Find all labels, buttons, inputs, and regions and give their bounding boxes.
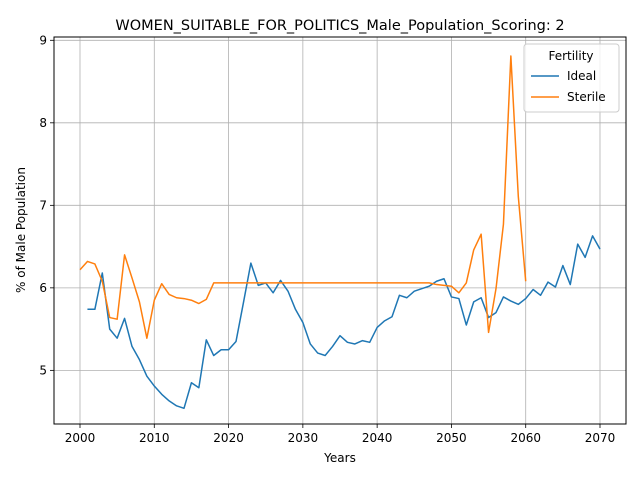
series-lines [79,55,601,410]
legend: Fertility Ideal Sterile [523,43,620,113]
x-tick-label: 2010 [139,431,170,445]
y-tick-label: 6 [39,281,47,295]
y-tick-label: 5 [39,363,47,377]
chart-title: WOMEN_SUITABLE_FOR_POLITICS_Male_Populat… [115,18,564,34]
x-tick-label: 2030 [288,431,319,445]
legend-label-sterile: Sterile [567,90,606,104]
series-line-ideal [87,235,601,410]
legend-label-ideal: Ideal [567,69,596,83]
series-line-sterile [79,55,527,339]
y-tick-label: 7 [39,198,47,212]
legend-box [523,43,620,113]
x-tick-label: 2020 [213,431,244,445]
y-tick-label: 9 [39,33,47,47]
x-tick-label: 2060 [510,431,541,445]
x-tick-label: 2040 [362,431,393,445]
x-axis-ticks: 2000 2010 2020 2030 2040 2050 2060 2070 [65,424,616,445]
y-tick-label: 8 [39,116,47,130]
x-tick-label: 2050 [436,431,467,445]
plot-frame [53,36,627,425]
y-axis-label: % of Male Population [14,167,28,293]
x-axis-label: Years [323,451,356,465]
legend-title: Fertility [548,49,593,63]
x-tick-label: 2000 [65,431,96,445]
y-axis-ticks: 5 6 7 8 9 [39,33,54,377]
x-tick-label: 2070 [585,431,616,445]
